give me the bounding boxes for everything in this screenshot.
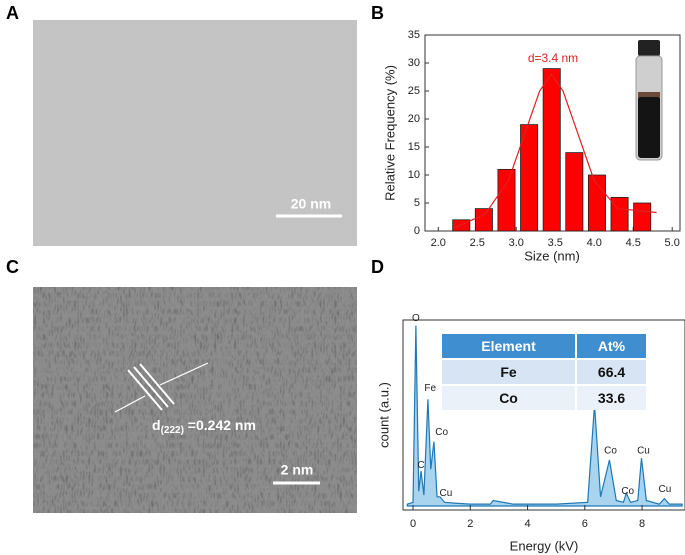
scale-bar-label: 20 nm (291, 196, 331, 212)
y-tick-label: 5 (414, 197, 420, 209)
peak-label: C (417, 460, 424, 471)
fit-annotation: d=3.4 nm (528, 51, 578, 65)
x-tick-label: 0 (410, 518, 416, 530)
d-symbol: d (152, 417, 161, 433)
x-tick-label: 2.5 (470, 237, 485, 249)
x-tick-label: 6 (582, 518, 588, 530)
y-tick-label: 25 (408, 85, 420, 97)
plot-frame (402, 319, 685, 511)
panel-label: A (6, 3, 19, 23)
peak-label: Co (604, 445, 617, 456)
x-tick-label: 2.0 (431, 237, 446, 249)
x-tick-label: 4 (524, 518, 530, 530)
vial-photo (622, 36, 678, 166)
bar (610, 196, 629, 232)
d-spacing-label: d(222) =0.242 nm (152, 417, 256, 436)
composition-table: Element At% Fe 66.4 Co 33.6 (440, 332, 648, 412)
x-tick-label: 4.0 (587, 237, 602, 249)
fit-curve (453, 73, 657, 229)
peak-label: Cu (440, 488, 453, 499)
y-tick-label: 10 (408, 169, 420, 181)
table-header: Element (442, 334, 576, 358)
peak-label: Cu (637, 445, 650, 456)
x-tick-label: 3.0 (509, 237, 524, 249)
hrtem-texture (33, 287, 357, 513)
y-tick-label: 35 (408, 29, 420, 41)
spectrum (406, 325, 683, 507)
bar (565, 152, 584, 232)
y-axis-label: Relative Frequency (%) (382, 65, 397, 201)
panel-label: C (6, 257, 19, 277)
table-cell: 66.4 (577, 360, 646, 384)
lattice-marker (114, 362, 209, 413)
table-cell: Co (442, 386, 576, 410)
x-tick-label: 2 (467, 518, 473, 530)
peak-label: Co (435, 427, 448, 438)
bar (520, 124, 539, 232)
x-tick-label: 5.0 (665, 237, 680, 249)
y-tick-label: 20 (408, 113, 420, 125)
panel-label: D (371, 257, 384, 277)
x-tick-label: 3.5 (548, 237, 563, 249)
tem-texture (33, 20, 357, 246)
bar (474, 208, 493, 232)
x-axis-label: Size (nm) (524, 248, 580, 263)
peak-label: Fe (424, 383, 436, 394)
table-header: At% (577, 334, 646, 358)
x-tick-label: 8 (639, 518, 645, 530)
bar (633, 202, 652, 232)
bar (542, 68, 561, 232)
table-cell: 33.6 (577, 386, 646, 410)
d-subscript: (222) (161, 425, 184, 436)
x-tick-label: 4.5 (626, 237, 641, 249)
peak-label: Co (621, 486, 634, 497)
y-tick-label: 15 (408, 141, 420, 153)
peak-label: O (412, 313, 420, 324)
y-axis-label: count (a.u.) (376, 382, 391, 448)
y-tick-label: 30 (408, 57, 420, 69)
y-tick-label: 0 (414, 225, 420, 237)
peak-label: Cu (659, 484, 672, 495)
x-axis-label: Energy (kV) (510, 538, 579, 553)
bar (497, 168, 516, 232)
panel-label: B (371, 3, 384, 23)
scale-bar-label: 2 nm (281, 462, 314, 478)
table-cell: Fe (442, 360, 576, 384)
d-value: =0.242 nm (184, 417, 256, 433)
